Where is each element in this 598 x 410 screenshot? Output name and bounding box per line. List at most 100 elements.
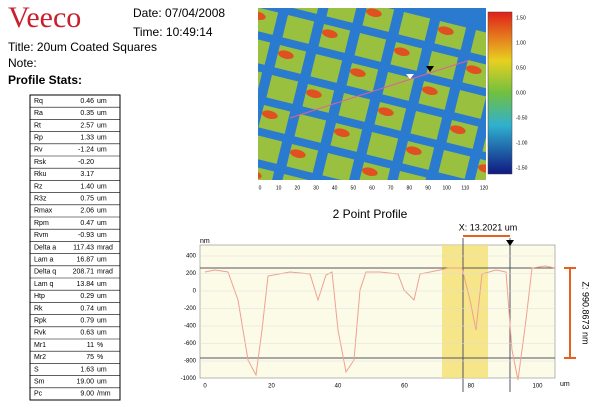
peak — [345, 226, 362, 238]
square — [214, 126, 246, 155]
square-top — [430, 180, 462, 209]
stat-name: Rp — [34, 135, 43, 142]
square — [170, 147, 202, 176]
stat-name: Pc — [34, 391, 43, 398]
profile-title: 2 Point Profile — [333, 207, 408, 221]
stat-name: Ra — [34, 110, 43, 117]
colorbar-ticks: 1.501.000.500.00-0.50-1.00-1.50 — [516, 15, 528, 171]
peak — [201, 190, 218, 202]
image-x-tick: 30 — [313, 185, 319, 191]
stat-name: Rsk — [34, 159, 47, 166]
image-x-tick: 100 — [442, 185, 451, 191]
square-top — [230, 66, 262, 95]
stat-name: Mr1 — [34, 342, 46, 349]
profile-x-tick: 60 — [401, 384, 408, 390]
stat-unit: um — [97, 220, 107, 227]
image-x-tick: 40 — [332, 185, 338, 191]
note: Note: — [8, 56, 37, 70]
stat-name: Htp — [34, 293, 45, 300]
profile-y-tick: -600 — [184, 341, 197, 347]
stat-value: -0.20 — [78, 159, 94, 166]
stat-value: 0.79 — [80, 318, 94, 325]
x-unit: um — [560, 381, 570, 388]
square — [178, 117, 210, 146]
square — [430, 180, 462, 209]
stat-unit: um — [97, 379, 107, 386]
profile-y-tick: 0 — [193, 289, 197, 295]
stat-unit: um — [97, 330, 107, 337]
stat-value: 16.87 — [76, 257, 94, 264]
stat-value: 0.46 — [80, 98, 94, 105]
stat-unit: um — [97, 110, 107, 117]
profile-x-tick: 20 — [268, 384, 275, 390]
square-top — [214, 126, 246, 155]
stat-unit: um — [97, 183, 107, 190]
square-top — [186, 87, 218, 116]
colorbar-tick: -1.50 — [516, 165, 528, 171]
peak — [293, 0, 310, 1]
square-top — [198, 186, 230, 215]
square — [422, 210, 454, 239]
stat-unit: um — [97, 122, 107, 129]
peak — [273, 208, 290, 220]
stat-name: Lam q — [34, 281, 54, 288]
stat-unit: um — [97, 196, 107, 203]
stat-name: Rmax — [34, 208, 53, 215]
square — [270, 204, 302, 233]
stat-name: Rq — [34, 98, 43, 105]
profile-x-tick: 40 — [335, 384, 342, 390]
stat-value: 1.40 — [80, 183, 94, 190]
stat-value: -0.93 — [78, 232, 94, 239]
stat-value: 0.47 — [80, 220, 94, 227]
stat-name: Delta a — [34, 244, 56, 251]
profile-y-tick: 200 — [186, 271, 197, 277]
stat-value: -1.24 — [78, 147, 94, 154]
stat-unit: um — [97, 281, 107, 288]
stat-unit: um — [97, 318, 107, 325]
image-x-tick: 120 — [480, 185, 489, 191]
time: Time: 10:49:14 — [133, 25, 213, 39]
square — [230, 66, 262, 95]
stat-unit: um — [97, 293, 107, 300]
profile-y-tick: -200 — [184, 306, 197, 312]
stat-unit: um — [97, 366, 107, 373]
stat-value: 208.71 — [73, 269, 95, 276]
stat-name: Delta q — [34, 269, 56, 276]
square-top — [234, 195, 266, 224]
peak — [189, 91, 206, 103]
image-x-ticks: 0102030405060708090100110120 — [259, 185, 489, 191]
colorbar-tick: -1.00 — [516, 140, 528, 146]
square-top — [422, 210, 454, 239]
stat-unit: /mm — [97, 391, 111, 398]
stat-value: 0.74 — [80, 305, 94, 312]
stat-value: 117.43 — [73, 244, 94, 251]
stat-name: Rku — [34, 171, 47, 178]
stat-value: 0.63 — [80, 330, 94, 337]
square — [466, 189, 498, 218]
stat-unit: um — [97, 135, 107, 142]
stat-value: 19.00 — [76, 379, 94, 386]
title: Title: 20um Coated Squares — [8, 40, 157, 54]
stat-name: Lam a — [34, 257, 54, 264]
stat-name: Rvm — [34, 232, 49, 239]
colorbar-tick: 0.00 — [516, 90, 526, 96]
square — [254, 0, 286, 5]
square — [198, 186, 230, 215]
square — [222, 96, 254, 125]
report: Veeco Date: 07/04/2008 Time: 10:49:14 Ti… — [0, 0, 598, 405]
stat-name: Rvk — [34, 330, 47, 337]
z-readout: Z: 990.8673 nm — [581, 281, 591, 344]
colorbar-tick: 0.50 — [516, 65, 526, 71]
image-x-tick: 110 — [461, 185, 469, 191]
square-top — [162, 177, 194, 206]
stat-value: 9.00 — [80, 391, 94, 398]
square-top — [222, 96, 254, 125]
colorbar — [488, 12, 512, 174]
stat-name: R3z — [34, 196, 47, 203]
image-x-tick: 50 — [351, 185, 357, 191]
square-top — [206, 156, 238, 185]
stat-value: 2.57 — [80, 122, 94, 129]
square — [194, 57, 226, 86]
stat-unit: um — [97, 147, 107, 154]
